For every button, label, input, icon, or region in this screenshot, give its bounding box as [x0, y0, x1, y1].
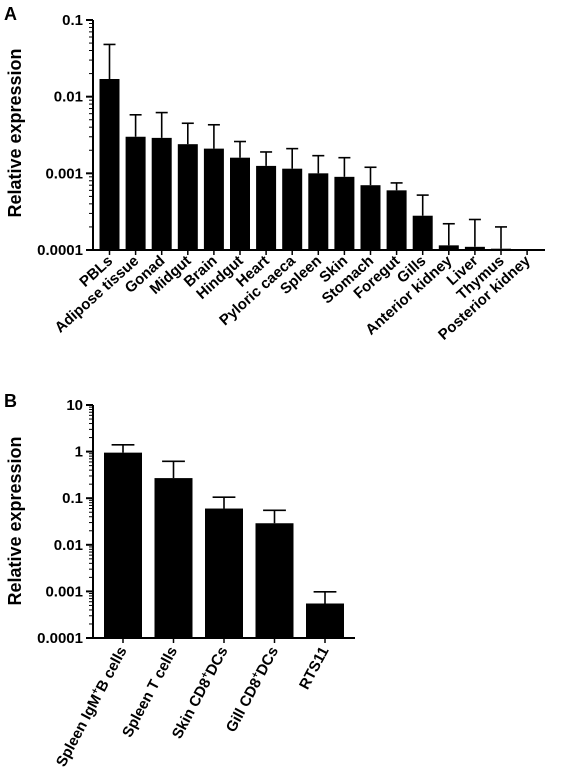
panel-a-bar	[334, 176, 355, 250]
panel-b-bar	[255, 523, 294, 638]
panel-b-y-tick-label: 10	[66, 397, 83, 414]
panel-b-category-label: Spleen IgM+B cells	[52, 643, 131, 769]
panel-a-bar	[360, 185, 381, 250]
panel-a-bar	[99, 78, 120, 250]
panel-b-y-axis-title: Relative expression	[5, 436, 25, 605]
panel-b-bar	[306, 603, 344, 638]
panel-b: B Relative expression 0.0001 0.001 0.01 0.1…	[4, 391, 355, 770]
panel-a-bar	[308, 173, 329, 250]
panel-a-bar	[491, 248, 511, 250]
panel-b-y-tick-label: 0.0001	[37, 630, 83, 647]
panel-b-y-tick-label: 0.001	[45, 583, 83, 600]
panel-a-bar	[282, 168, 303, 250]
panel-b-y-tick-label: 0.1	[62, 490, 83, 507]
panel-b-bar	[154, 478, 193, 638]
panel-a-bar	[177, 144, 198, 250]
panel-a-bar	[256, 165, 277, 250]
panel-a-bar	[151, 137, 172, 250]
panel-a-y-tick-label: 0.0001	[37, 242, 83, 259]
panel-a-bar	[386, 190, 407, 250]
panel-a-bar	[438, 245, 459, 250]
panel-a-y-tick-label: 0.001	[45, 165, 83, 182]
panel-a-bar	[230, 157, 250, 250]
panel-a-y-axis-title: Relative expression	[5, 48, 25, 217]
panel-a-y-tick-label: 0.1	[62, 12, 83, 29]
panel-a: A Relative expression 0.0001 0.001 0.01 0.1…	[4, 4, 545, 344]
panel-a-bar	[203, 148, 224, 250]
panel-a-bar	[125, 136, 146, 250]
panel-b-category-label: Gill CD8+DCs	[222, 643, 282, 735]
panel-b-y-tick-label: 1	[75, 444, 83, 461]
panel-a-bar	[412, 215, 433, 250]
panel-b-y-tick-label: 0.01	[54, 537, 83, 554]
panel-b-bar	[205, 508, 243, 638]
panel-b-label: B	[4, 391, 17, 411]
panel-a-label: A	[4, 4, 17, 24]
panel-a-y-tick-label: 0.01	[54, 89, 83, 106]
panel-b-bar	[104, 452, 142, 638]
panel-b-category-label: Spleen T cells	[119, 644, 181, 740]
panel-b-category-label: RTS11	[296, 644, 333, 692]
panel-a-bar	[464, 246, 485, 250]
